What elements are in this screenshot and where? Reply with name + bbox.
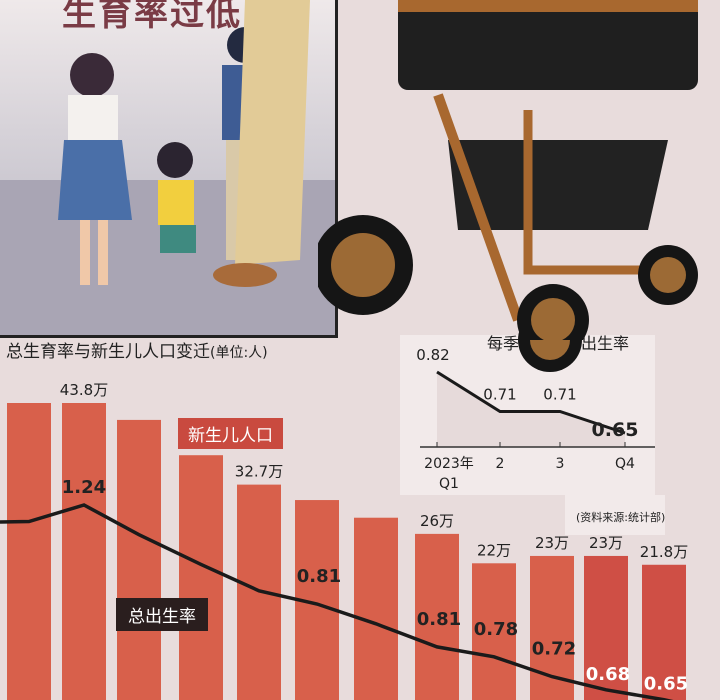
source-panel bbox=[565, 495, 665, 535]
inset-x-tick-label: Q1 bbox=[439, 476, 459, 492]
newborn-bar bbox=[584, 555, 628, 700]
newborn-bar bbox=[472, 563, 516, 700]
newborn-bar bbox=[415, 533, 459, 700]
inset-x-tick-label: Q4 bbox=[615, 456, 635, 472]
newborn-bar bbox=[62, 403, 106, 700]
rate-value-label: 0.68 bbox=[586, 664, 630, 685]
inset-value-label: 0.71 bbox=[483, 385, 516, 403]
rate-value-label: 1.24 bbox=[62, 477, 106, 498]
bar-value-label: 32.7万 bbox=[235, 463, 283, 481]
rate-value-label: 0.72 bbox=[532, 639, 576, 660]
newborn-bar bbox=[354, 517, 398, 700]
newborn-bar bbox=[642, 564, 686, 700]
headline: 生育率过低 bbox=[62, 0, 242, 34]
rate-value-label: 0.78 bbox=[474, 619, 518, 640]
bar-value-label: 23万 bbox=[589, 534, 623, 552]
newborn-bar bbox=[7, 403, 51, 700]
bar-value-label: 21.8万 bbox=[640, 543, 688, 561]
rate-value-label: 0.81 bbox=[297, 566, 341, 587]
newborn-bar bbox=[179, 455, 223, 700]
legend-fertility-rate: 总出生率 bbox=[116, 598, 208, 631]
inset-value-label: 0.71 bbox=[543, 385, 576, 403]
inset-value-label: 0.65 bbox=[592, 419, 639, 441]
inset-area bbox=[437, 372, 625, 447]
fertility-rate-line bbox=[0, 503, 674, 700]
legend-newborns: 新生儿人口 bbox=[178, 418, 283, 449]
inset-title: 每季 出生率 bbox=[487, 334, 630, 353]
bar-value-label: 23万 bbox=[535, 534, 569, 552]
inset-x-tick-label: 2023年 bbox=[424, 456, 474, 472]
family-illustration bbox=[0, 0, 335, 335]
newborn-bar bbox=[117, 419, 161, 700]
illustration-photo: 生育率过低 bbox=[0, 0, 338, 338]
inset-x-tick-label: 2 bbox=[496, 456, 505, 472]
rate-value-label: 0.65 bbox=[644, 674, 688, 695]
inset-x-tick-label: 3 bbox=[556, 456, 565, 472]
rate-value-label: 0.81 bbox=[417, 609, 461, 630]
inset-line bbox=[436, 370, 626, 435]
source-note: (资料来源:统计部) bbox=[576, 511, 666, 524]
stroller-illustration bbox=[318, 0, 698, 340]
inset-value-label: 0.82 bbox=[416, 346, 449, 364]
bar-value-label: 43.8万 bbox=[60, 381, 108, 399]
bar-value-label: 22万 bbox=[477, 541, 511, 559]
chart-title: 总生育率与新生儿人口变迁(单位:人) bbox=[6, 342, 268, 362]
bar-value-label: 26万 bbox=[420, 512, 454, 530]
